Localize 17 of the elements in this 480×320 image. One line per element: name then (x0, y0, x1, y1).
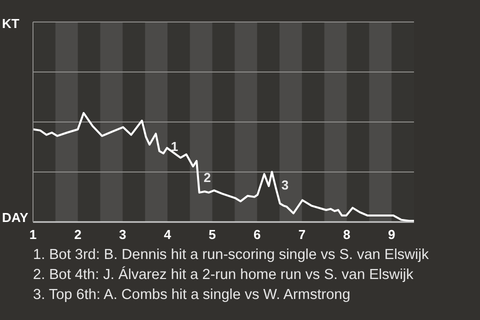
x-tick-label: 3 (119, 227, 126, 242)
x-tick-label: 4 (164, 227, 172, 242)
annotation: 3 (281, 178, 289, 193)
text: KT (2, 16, 20, 31)
x-tick-label: 9 (388, 227, 396, 242)
x-tick-label: 5 (208, 227, 216, 242)
x-tick-label: 6 (254, 227, 261, 242)
x-tick-label: 8 (343, 227, 350, 242)
x-tick-label: 2 (74, 227, 82, 242)
text: 3. Top 6th: A. Combs hit a single vs W. Armstrong (33, 286, 352, 305)
text: 2. Bot 4th: J. Álvarez hit a 2-run home run vs S. van Elswijk (33, 265, 414, 285)
x-tick-label: 1 (29, 227, 37, 242)
text: DAY (2, 210, 28, 225)
x-tick-label: 7 (298, 227, 306, 242)
annotation: 1 (170, 138, 178, 154)
text: 1. Bot 3rd: B. Dennis hit a run-scoring single vs S. van Elswijk (33, 246, 429, 265)
annotation: 2 (204, 170, 211, 186)
